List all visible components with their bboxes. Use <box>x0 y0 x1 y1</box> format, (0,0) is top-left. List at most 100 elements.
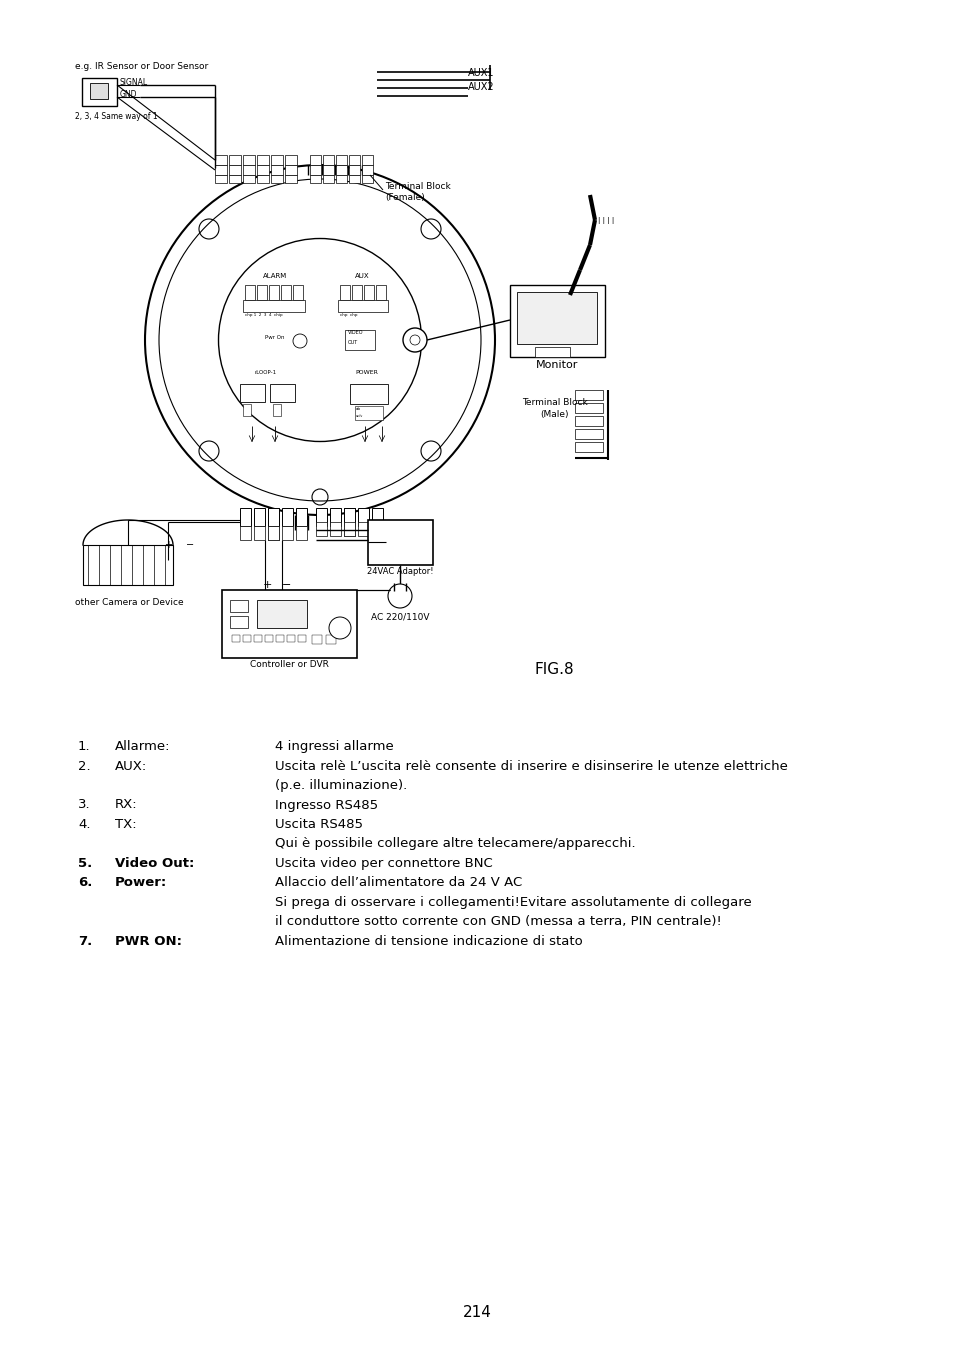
Bar <box>243 404 251 416</box>
Bar <box>323 155 334 165</box>
Text: Video Out:: Video Out: <box>115 857 194 869</box>
Text: POWER: POWER <box>355 370 377 375</box>
Circle shape <box>420 219 440 239</box>
Text: 1.: 1. <box>78 740 91 753</box>
Bar <box>575 390 602 400</box>
Circle shape <box>199 441 219 460</box>
Bar <box>243 165 254 176</box>
Bar <box>253 508 265 526</box>
Bar <box>352 285 361 300</box>
Bar <box>243 155 254 165</box>
Bar <box>245 285 254 300</box>
Text: 6.: 6. <box>78 876 92 890</box>
Bar <box>282 526 293 540</box>
Bar <box>243 176 254 184</box>
Bar <box>232 634 240 643</box>
Bar <box>364 285 374 300</box>
Text: −: − <box>282 580 292 590</box>
Bar <box>335 165 347 176</box>
Text: (p.e. illuminazione).: (p.e. illuminazione). <box>274 779 407 792</box>
Bar <box>90 82 108 99</box>
Text: chp 1  2  3  4  chip: chp 1 2 3 4 chip <box>245 313 282 317</box>
Text: (Female): (Female) <box>385 193 424 202</box>
Circle shape <box>329 617 351 639</box>
Bar <box>326 634 335 644</box>
Text: Qui è possibile collegare altre telecamere/apparecchi.: Qui è possibile collegare altre telecame… <box>274 837 635 850</box>
Text: AUX:: AUX: <box>115 760 147 772</box>
Bar <box>222 590 356 657</box>
Text: Allaccio dell’alimentatore da 24 V AC: Allaccio dell’alimentatore da 24 V AC <box>274 876 521 890</box>
Bar <box>357 522 369 536</box>
Text: 214: 214 <box>462 1305 491 1320</box>
Bar <box>344 508 355 526</box>
Text: FIG.8: FIG.8 <box>535 662 574 676</box>
Bar <box>229 165 241 176</box>
Bar <box>344 522 355 536</box>
Text: 4.: 4. <box>78 818 91 832</box>
Circle shape <box>218 239 421 441</box>
Bar <box>310 176 320 184</box>
Bar <box>243 634 251 643</box>
Circle shape <box>145 165 495 514</box>
Bar <box>268 526 278 540</box>
Bar <box>268 508 278 526</box>
Bar <box>269 285 278 300</box>
Bar <box>349 165 359 176</box>
Bar <box>315 508 327 526</box>
Bar <box>310 155 320 165</box>
Text: 2, 3, 4 Same way of 1: 2, 3, 4 Same way of 1 <box>75 112 157 122</box>
Text: Uscita RS485: Uscita RS485 <box>274 818 363 832</box>
Text: RX:: RX: <box>115 798 137 811</box>
Bar <box>256 176 269 184</box>
Text: −: − <box>186 540 193 549</box>
Text: AUX2: AUX2 <box>468 82 494 92</box>
Bar <box>271 165 283 176</box>
Bar <box>315 522 327 536</box>
Text: PWR ON:: PWR ON: <box>115 936 182 948</box>
Text: TX:: TX: <box>115 818 136 832</box>
Bar <box>214 176 227 184</box>
Bar <box>285 165 296 176</box>
Bar <box>345 329 375 350</box>
Text: VIDEO: VIDEO <box>348 329 363 335</box>
Bar <box>271 176 283 184</box>
Text: 4 ingressi allarme: 4 ingressi allarme <box>274 740 394 753</box>
Bar <box>335 176 347 184</box>
Bar <box>575 404 602 413</box>
Bar <box>214 155 227 165</box>
Bar <box>312 634 322 644</box>
Bar <box>230 616 248 628</box>
Bar <box>330 522 340 536</box>
Text: other Camera or Device: other Camera or Device <box>75 598 183 608</box>
Bar <box>214 165 227 176</box>
Text: OUT: OUT <box>348 340 358 346</box>
Text: il conduttore sotto corrente con GND (messa a terra, PIN centrale)!: il conduttore sotto corrente con GND (me… <box>274 915 721 929</box>
Bar <box>83 545 172 585</box>
Bar <box>270 383 294 402</box>
Text: 3.: 3. <box>78 798 91 811</box>
Text: Uscita relè L’uscita relè consente di inserire e disinserire le utenze elettrich: Uscita relè L’uscita relè consente di in… <box>274 760 787 772</box>
Bar <box>229 155 241 165</box>
Circle shape <box>402 328 427 352</box>
Text: 2.: 2. <box>78 760 91 772</box>
Bar <box>265 634 273 643</box>
Bar <box>256 285 267 300</box>
Text: Power:: Power: <box>115 876 167 890</box>
Bar <box>287 634 294 643</box>
Circle shape <box>420 441 440 460</box>
Bar <box>357 508 369 526</box>
Bar <box>256 165 269 176</box>
Text: Terminal Block: Terminal Block <box>385 182 450 190</box>
Bar <box>295 508 307 526</box>
Bar <box>229 176 241 184</box>
Bar <box>310 165 320 176</box>
Bar <box>323 165 334 176</box>
Text: 7.: 7. <box>78 936 92 948</box>
Bar <box>285 176 296 184</box>
Text: chp  chp: chp chp <box>339 313 357 317</box>
Text: Controller or DVR: Controller or DVR <box>250 660 328 670</box>
Bar <box>273 404 281 416</box>
Bar <box>281 285 291 300</box>
Text: GND: GND <box>120 90 137 99</box>
Text: Si prega di osservare i collegamenti!Evitare assolutamente di collegare: Si prega di osservare i collegamenti!Evi… <box>274 896 751 909</box>
